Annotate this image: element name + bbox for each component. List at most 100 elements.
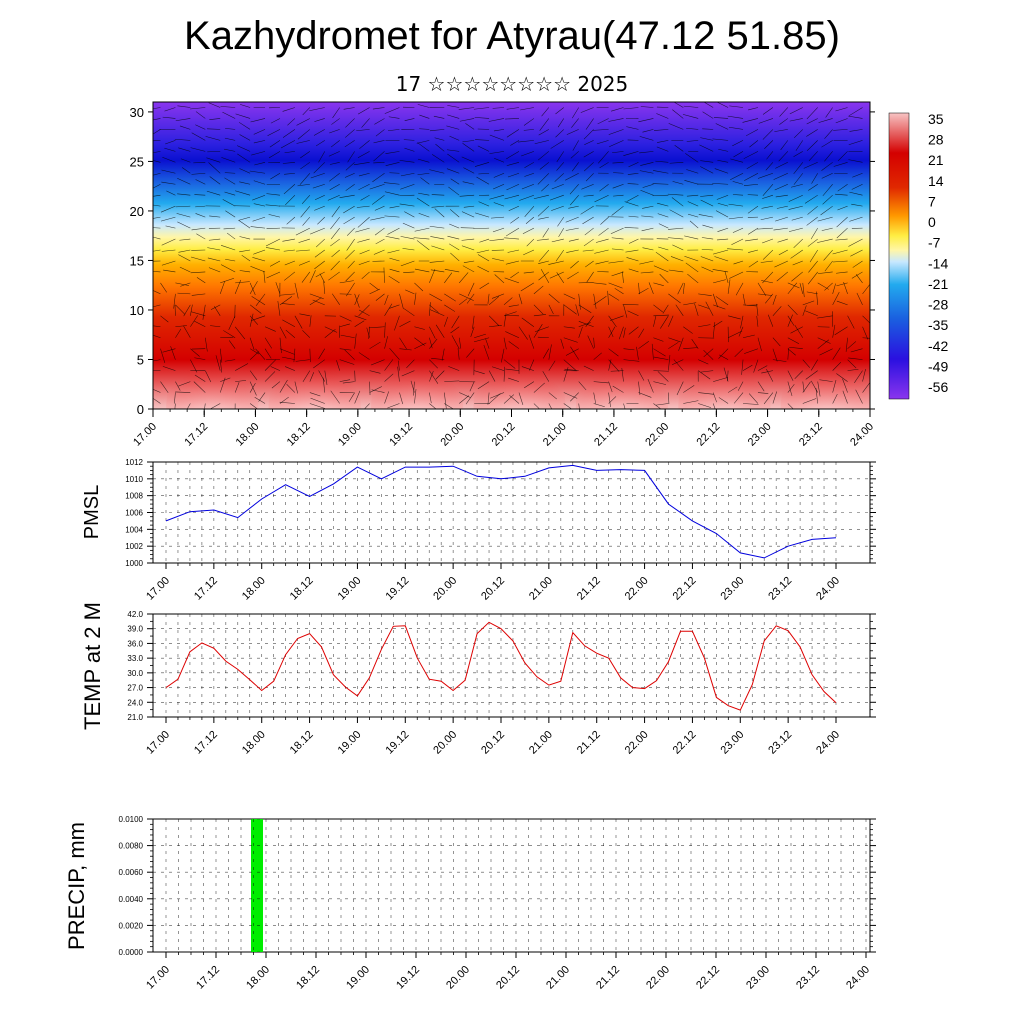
wind-barb xyxy=(598,227,609,236)
wind-barb xyxy=(729,105,744,108)
wind-barb xyxy=(772,359,787,362)
wind-barb xyxy=(279,348,295,355)
wind-barb xyxy=(523,249,535,256)
wind-barb xyxy=(792,260,803,266)
wind-barb xyxy=(836,271,848,274)
wind-barb xyxy=(296,140,310,144)
wind-barb xyxy=(775,194,788,198)
wind-barb xyxy=(164,107,176,112)
wind-barb xyxy=(210,304,221,310)
wind-barb xyxy=(494,157,505,163)
wind-barb xyxy=(563,403,573,409)
wind-barb xyxy=(285,329,296,338)
wind-barb xyxy=(757,365,768,371)
wind-barb xyxy=(222,111,236,119)
wind-barb xyxy=(570,151,579,159)
wind-barb xyxy=(817,271,833,274)
wind-barb xyxy=(221,264,236,273)
wind-barb xyxy=(162,116,176,119)
wind-barb xyxy=(465,123,475,130)
wind-barb xyxy=(764,140,774,149)
wind-barb xyxy=(533,382,545,393)
wind-barb xyxy=(608,293,620,301)
wind-barb xyxy=(523,129,534,131)
wind-barb xyxy=(503,337,507,350)
wind-barb xyxy=(459,298,468,306)
wind-barb xyxy=(429,293,443,302)
wind-barb xyxy=(523,118,535,126)
wind-barb xyxy=(537,173,550,185)
temp-series xyxy=(165,621,837,711)
wind-barb xyxy=(627,310,639,317)
wind-barb xyxy=(403,308,415,317)
wind-barb xyxy=(698,293,712,296)
wind-barb xyxy=(810,227,818,240)
wind-barb xyxy=(836,216,848,228)
wind-barb xyxy=(744,348,759,354)
wind-barb xyxy=(565,173,579,181)
wind-barb xyxy=(640,271,654,274)
wind-barb xyxy=(265,247,281,251)
wind-barb xyxy=(178,381,191,387)
wind-barb xyxy=(712,138,729,141)
wind-barb xyxy=(284,260,296,266)
wind-barb xyxy=(180,282,191,287)
wind-barb xyxy=(728,203,744,207)
wind-barb xyxy=(490,216,505,219)
wind-barb xyxy=(373,162,385,164)
wind-barb xyxy=(672,109,684,119)
x-tick-label: 18.12 xyxy=(285,421,313,449)
wind-barb xyxy=(388,275,400,284)
colorbar-label: -49 xyxy=(928,358,948,374)
wind-barb xyxy=(540,269,550,284)
wind-barb xyxy=(528,334,535,349)
wind-barb xyxy=(179,238,191,241)
wind-barb xyxy=(487,293,490,304)
x-tick-label: 17.12 xyxy=(182,421,210,449)
wind-barb xyxy=(279,401,295,404)
wind-barb xyxy=(742,293,746,306)
wind-barb xyxy=(793,151,803,157)
colorbar-label: -35 xyxy=(928,317,948,333)
wind-barb xyxy=(194,320,206,328)
wind-barb xyxy=(354,315,367,321)
wind-barb xyxy=(851,203,863,207)
wind-barb xyxy=(503,366,505,382)
wind-barb xyxy=(593,381,609,384)
wind-barb xyxy=(384,107,400,114)
wind-barb xyxy=(238,216,251,221)
wind-barb xyxy=(848,107,863,117)
wind-barb xyxy=(578,326,583,338)
wind-vectors xyxy=(153,102,870,409)
wind-barb xyxy=(309,293,324,300)
wind-barb xyxy=(483,344,490,360)
wind-barb xyxy=(266,271,281,279)
wind-barb xyxy=(850,249,863,257)
wind-barb xyxy=(477,381,490,390)
heating-blob xyxy=(370,341,464,409)
wind-barb xyxy=(787,370,794,381)
wind-barb xyxy=(524,205,535,217)
wind-barb xyxy=(851,183,863,190)
wind-barb xyxy=(753,359,759,373)
wind-barb xyxy=(283,249,295,252)
wind-barb xyxy=(627,172,639,175)
wind-barb xyxy=(519,194,535,201)
wind-barb xyxy=(475,212,490,218)
wind-barb xyxy=(225,210,236,218)
wind-barb xyxy=(700,256,714,262)
wind-barb xyxy=(175,391,191,393)
y-tick-label: 1004 xyxy=(125,525,143,534)
wind-barb xyxy=(153,216,161,219)
wind-barb xyxy=(459,293,474,301)
wind-barb xyxy=(608,396,617,404)
wind-barb xyxy=(563,337,578,343)
x-tick-label: 23.12 xyxy=(766,729,794,757)
wind-barb xyxy=(794,129,803,139)
wind-barb xyxy=(358,183,370,191)
wind-barb xyxy=(836,282,848,287)
wind-barb xyxy=(862,326,869,340)
wind-barb xyxy=(324,370,328,385)
wind-barb xyxy=(250,118,266,123)
wind-barb xyxy=(302,370,311,383)
